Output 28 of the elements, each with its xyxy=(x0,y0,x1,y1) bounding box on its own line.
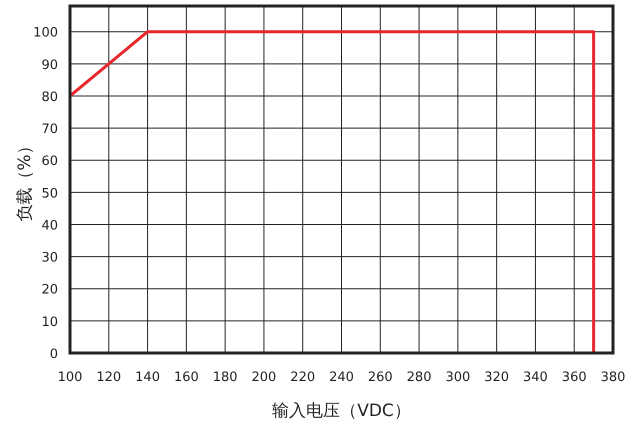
x-tick-label: 180 xyxy=(212,370,238,385)
y-tick-label: 60 xyxy=(41,154,58,170)
x-tick-label: 260 xyxy=(368,370,393,385)
y-tick-label: 40 xyxy=(41,218,58,234)
y-tick-label: 20 xyxy=(41,282,58,298)
x-tick-label: 120 xyxy=(96,370,122,385)
y-tick-label: 50 xyxy=(41,186,58,202)
x-tick-label: 240 xyxy=(329,370,354,385)
x-tick-label: 360 xyxy=(562,370,587,385)
y-tick-label: 10 xyxy=(41,314,58,330)
x-tick-label: 280 xyxy=(406,370,432,385)
x-tick-label: 340 xyxy=(523,370,548,385)
x-tick-label: 160 xyxy=(174,370,199,385)
x-tick-label: 140 xyxy=(135,370,160,385)
x-tick-label: 380 xyxy=(600,370,626,385)
y-axis-title: 负载（%） xyxy=(15,137,35,222)
x-tick-label: 200 xyxy=(252,370,276,385)
y-tick-label: 100 xyxy=(33,26,58,41)
x-tick-label: 220 xyxy=(290,370,316,385)
y-tick-label: 0 xyxy=(50,347,58,362)
x-tick-label: 320 xyxy=(484,370,510,385)
y-tick-label: 90 xyxy=(41,58,58,73)
x-tick-label: 300 xyxy=(445,370,470,385)
y-tick-label: 70 xyxy=(41,122,58,138)
y-tick-label: 30 xyxy=(41,250,58,266)
x-tick-label: 100 xyxy=(58,370,82,385)
x-axis-title: 输入电压（VDC） xyxy=(272,401,411,421)
y-tick-label: 80 xyxy=(41,90,58,105)
